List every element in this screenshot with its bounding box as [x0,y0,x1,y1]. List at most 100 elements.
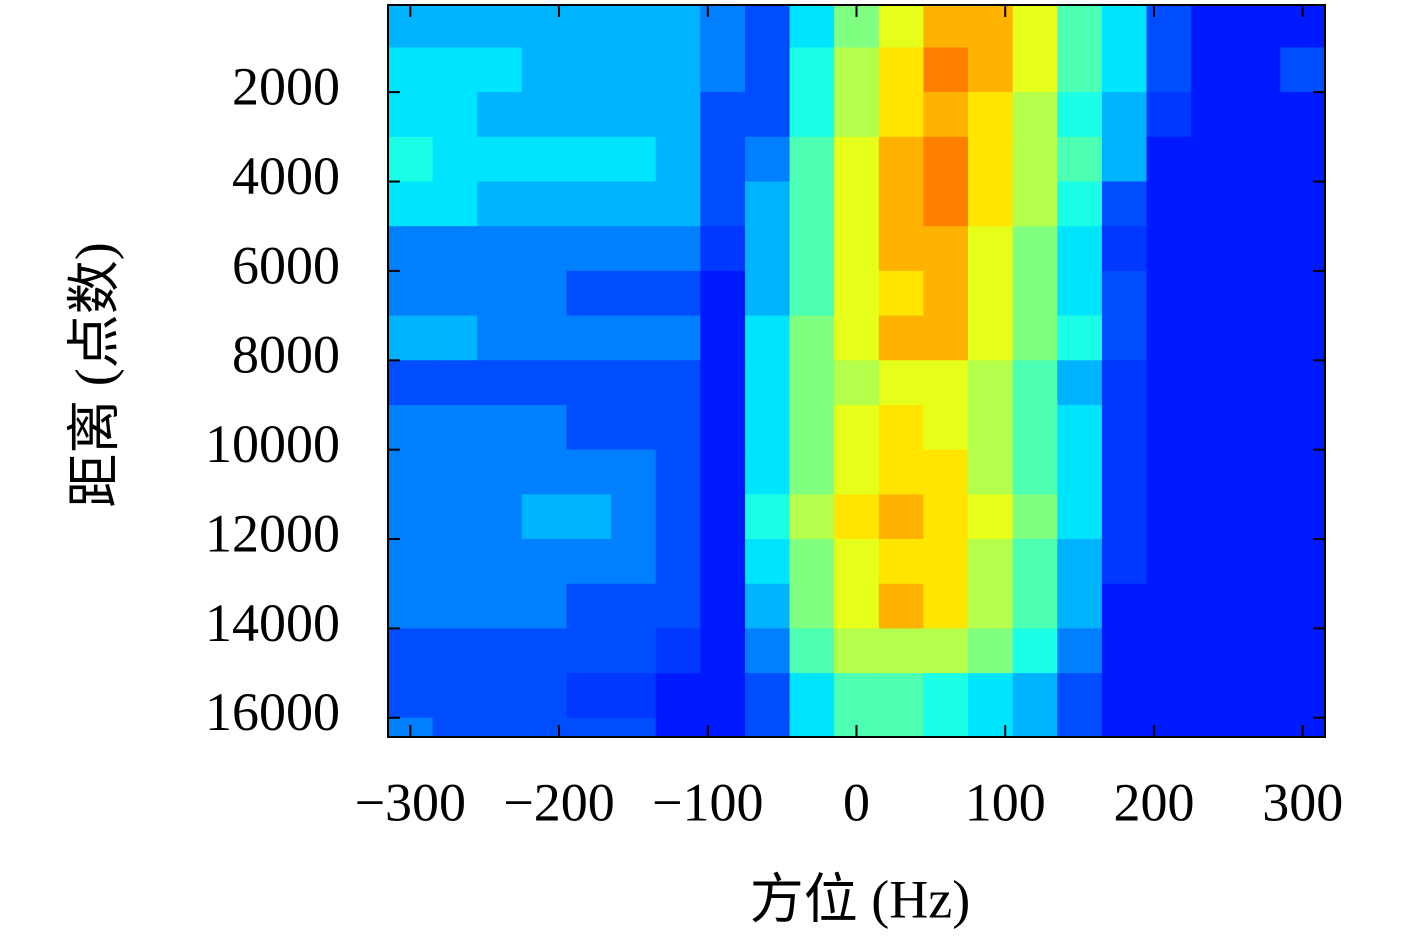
heat-cell [655,315,701,361]
heat-cell [1057,270,1103,317]
heat-cell [655,673,701,719]
heat-cell [923,404,969,451]
heat-cell [789,136,835,183]
heat-cell [432,539,478,585]
heat-cell [1057,404,1103,451]
heat-cell [1235,92,1281,138]
heat-cell [968,673,1014,719]
heat-cell [1101,136,1148,183]
heat-cell [388,673,434,719]
heat-cell [923,181,969,227]
heat-cell [923,360,969,406]
heat-cell [1146,583,1192,630]
heat-cell [432,360,478,406]
heat-cell [388,136,434,183]
heat-cell [834,315,880,361]
heat-cell [744,270,791,317]
heat-cell [521,270,568,317]
heat-cell [477,181,523,227]
heat-cell [700,717,746,737]
heat-cell [611,494,657,540]
heat-cell [566,47,612,93]
heat-cell [611,628,657,674]
heat-cell [923,136,969,183]
heat-cell [477,673,523,719]
heat-cell [432,47,478,93]
heat-cell [1101,494,1148,540]
x-axis-label: 方位 (Hz) [750,869,970,929]
heat-cell [388,404,434,451]
heat-cell [1101,270,1148,317]
heat-cell [388,449,434,495]
heat-cell [1191,449,1237,495]
heat-cell [1101,404,1148,451]
heat-cell [1146,539,1192,585]
heat-cell [923,628,969,674]
heat-cell [878,226,925,272]
heat-cell [878,92,925,138]
heat-cell [744,539,791,585]
heat-cell [878,583,925,630]
heat-cell [566,181,612,227]
heat-cell [834,717,880,737]
heat-cell [1057,583,1103,630]
heat-cell [655,583,701,630]
heat-cell [744,315,791,361]
heat-cell [1146,360,1192,406]
y-tick-label: 14000 [205,593,340,653]
heat-cell [477,360,523,406]
heat-cell [834,360,880,406]
x-tick-label: −300 [355,772,466,832]
heat-cell [744,181,791,227]
heat-cell [1146,628,1192,674]
heat-cell [789,181,835,227]
heat-cell [700,270,746,317]
heat-cell [1146,181,1192,227]
heat-cell [968,360,1014,406]
heat-cell [1146,226,1192,272]
heat-cell [789,583,835,630]
heat-cell [1012,583,1058,630]
axes: −300 −200 −100 0 100 200 300 2000 4000 6000 8000 10… [205,5,1343,832]
heat-cell [432,270,478,317]
heat-cell [968,494,1014,540]
heat-cell [878,539,925,585]
heat-cell [1280,539,1325,585]
heat-cell [923,226,969,272]
heat-cell [700,494,746,540]
plot-frame [387,4,1326,738]
heat-cell [521,717,568,737]
heat-cell [611,226,657,272]
heat-cell [744,717,791,737]
heat-cell [611,583,657,630]
heat-cell [611,315,657,361]
heat-cell [878,449,925,495]
heat-cell [566,92,612,138]
heat-cell [834,270,880,317]
heat-cell [968,539,1014,585]
heat-cell [388,47,434,93]
heat-cell [834,136,880,183]
heat-cell [611,92,657,138]
heat-cell [388,628,434,674]
heat-cell [521,539,568,585]
heat-cell [700,47,746,93]
heat-cell [789,673,835,719]
heat-cell [432,226,478,272]
heat-cell [1235,226,1281,272]
heat-cell [655,360,701,406]
heat-cell [1235,5,1281,49]
heat-cell [700,136,746,183]
heat-cell [521,181,568,227]
heat-cell [1101,583,1148,630]
heat-cell [477,404,523,451]
heat-cell [1235,181,1281,227]
heat-cell [477,270,523,317]
heat-cell [1012,449,1058,495]
heat-cell [1191,583,1237,630]
heat-cell [700,673,746,719]
heat-cell [655,494,701,540]
x-tick-label: −100 [652,772,763,832]
heat-cell [968,136,1014,183]
